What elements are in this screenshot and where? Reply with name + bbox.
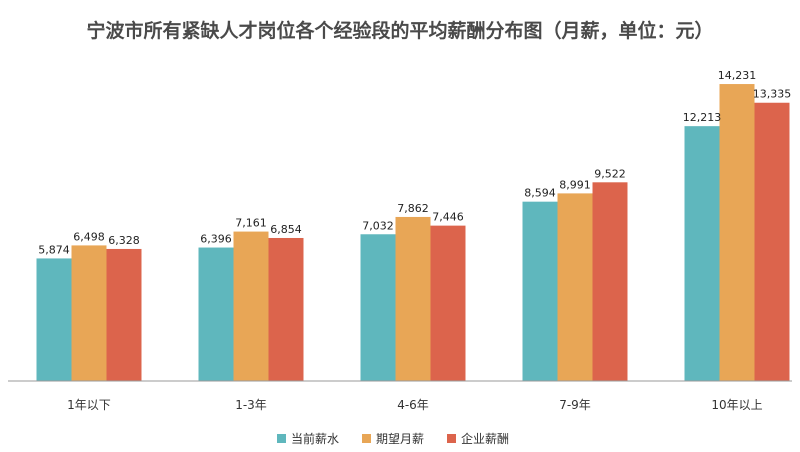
data-label: 6,396 [200,233,232,246]
category-label: 1-3年 [235,398,267,412]
bar [430,225,466,381]
category-label: 1年以下 [67,398,111,412]
bar [395,216,431,381]
legend-label: 企业薪酬 [461,431,509,446]
bar [719,84,755,382]
bar [106,248,142,381]
data-label: 7,862 [397,202,429,215]
data-label: 8,594 [524,187,556,200]
category-label: 10年以上 [711,398,762,412]
legend-swatch [447,434,456,443]
data-label: 12,213 [683,111,722,124]
legend-swatch [362,434,371,443]
data-label: 13,335 [753,88,792,101]
bar [36,258,72,381]
bar [522,201,558,381]
data-label: 7,161 [235,217,267,230]
bar [360,234,396,381]
category-label: 7-9年 [559,398,591,412]
data-label: 7,446 [432,211,464,224]
bar [198,247,234,381]
data-label: 8,991 [559,178,591,191]
data-label: 6,328 [108,234,140,247]
data-label: 5,874 [38,243,70,256]
bars-layer [36,84,790,382]
chart-title: 宁波市所有紧缺人才岗位各个经验段的平均薪酬分布图（月薪，单位：元） [86,19,713,42]
data-label: 14,231 [718,69,757,82]
data-label: 6,854 [270,223,302,236]
bar [557,193,593,381]
bar [684,126,720,382]
data-label: 9,522 [594,167,626,180]
bar [233,231,269,381]
category-labels-layer: 1年以下 1-3年 4-6年 7-9年 10年以上 [67,398,762,412]
bar [754,102,790,382]
bar [592,182,628,381]
legend: 当前薪水 期望月薪 企业薪酬 [277,431,509,446]
legend-swatch [277,434,286,443]
bar [268,237,304,381]
bar [71,245,107,381]
data-label: 6,498 [73,230,105,243]
category-label: 4-6年 [397,398,429,412]
legend-label: 当前薪水 [291,431,339,446]
data-label: 7,032 [362,219,394,232]
legend-label: 期望月薪 [376,432,424,446]
